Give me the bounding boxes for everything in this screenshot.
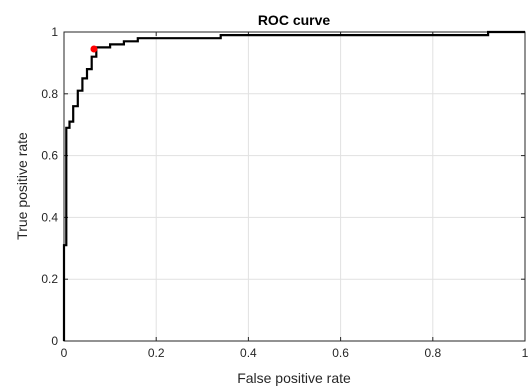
x-tick-label: 0 [61, 346, 68, 360]
y-tick-label: 0.2 [41, 272, 58, 286]
chart-title: ROC curve [258, 12, 331, 28]
x-tick-label: 0.8 [424, 346, 441, 360]
x-axis-title: False positive rate [237, 370, 351, 386]
y-tick-label: 0.8 [41, 87, 58, 101]
operating-point-marker [90, 45, 98, 53]
y-tick-label: 1 [51, 25, 58, 39]
roc-curve-line [62, 30, 525, 341]
axis-ticks: 0 0.2 0.4 0.6 0.8 1 0 0.2 0.4 0.6 0.8 1 [41, 25, 528, 360]
grid [63, 31, 526, 342]
y-tick-label: 0 [51, 334, 58, 348]
y-axis-title: True positive rate [14, 132, 30, 240]
plot-area [63, 31, 526, 342]
x-tick-label: 0.6 [332, 346, 349, 360]
series-layer [62, 30, 525, 341]
x-tick-label: 0.4 [240, 346, 257, 360]
y-tick-label: 0.4 [41, 210, 58, 224]
x-tick-label: 1 [522, 346, 529, 360]
y-tick-label: 0.6 [41, 149, 58, 163]
x-tick-label: 0.2 [148, 346, 165, 360]
